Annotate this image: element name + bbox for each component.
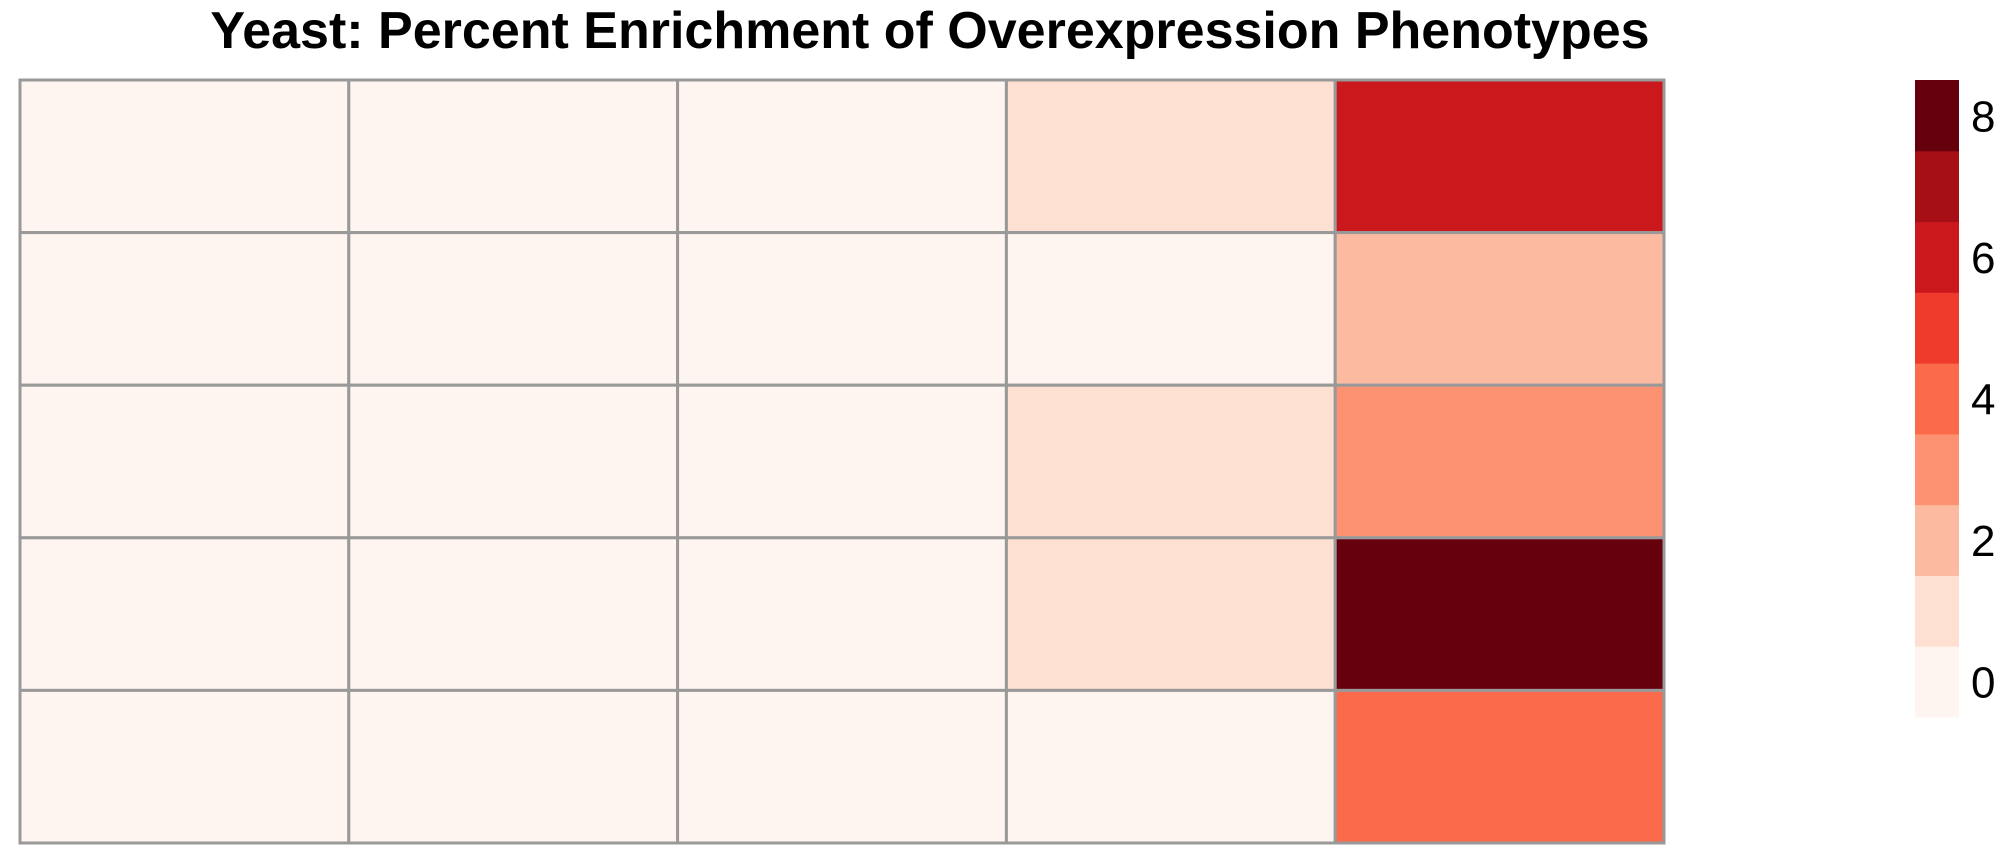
- legend-tick-label: 2: [1971, 517, 1995, 566]
- heatmap-cell-r4-c5: [1333, 536, 1666, 692]
- legend-tick-label: 0: [1971, 659, 1995, 708]
- legend-swatch-6-7: [1915, 221, 1959, 293]
- heatmap-cell-r3-c5: [1333, 383, 1666, 540]
- legend-swatch-4-5: [1915, 363, 1959, 435]
- heatmap-cell-r5-c3: [676, 688, 1008, 845]
- heatmap-cell-r4-c3: [676, 536, 1008, 692]
- legend-swatch-0-1: [1915, 646, 1959, 718]
- heatmap-cell-r1-c1: [18, 78, 351, 235]
- heatmap-cell-r1-c4: [1004, 78, 1337, 235]
- heatmap-cell-r3-c1: [18, 383, 351, 540]
- legend-tick-label: 8: [1971, 92, 1995, 141]
- heatmap-cell-r4-c4: [1004, 536, 1337, 692]
- legend-swatch-3-4: [1915, 433, 1959, 506]
- legend-swatch-5-6: [1915, 292, 1959, 364]
- heatmap-cell-r4-c1: [18, 536, 351, 692]
- heatmap-cell-r2-c3: [676, 231, 1008, 387]
- legend-swatch-8-9: [1915, 80, 1959, 152]
- legend-swatch-2-3: [1915, 504, 1959, 576]
- heatmap-cell-r5-c5: [1333, 688, 1666, 845]
- heatmap-cell-r2-c1: [18, 231, 351, 387]
- legend-tick-label: 6: [1971, 234, 1995, 283]
- heatmap-cell-r5-c4: [1004, 688, 1337, 845]
- heatmap-cell-r3-c2: [347, 383, 680, 540]
- color-legend: 0 2 4 6 8: [1915, 80, 1995, 718]
- heatmap-cells: [18, 78, 1666, 845]
- heatmap-cell-r2-c2: [347, 231, 680, 387]
- heatmap-cell-r2-c4: [1004, 231, 1337, 387]
- heatmap-cell-r2-c5: [1333, 231, 1666, 387]
- legend-swatch-1-2: [1915, 575, 1959, 647]
- heatmap-cell-r1-c3: [676, 78, 1008, 235]
- heatmap-cell-r5-c1: [18, 688, 351, 845]
- legend-tick-label: 4: [1971, 376, 1995, 425]
- heatmap-cell-r4-c2: [347, 536, 680, 692]
- chart-title: Yeast: Percent Enrichment of Overexpress…: [210, 2, 1650, 60]
- heatmap-cell-r1-c5: [1333, 78, 1666, 235]
- heatmap-cell-r1-c2: [347, 78, 680, 235]
- heatmap-cell-r3-c3: [676, 383, 1008, 540]
- heatmap-cell-r3-c4: [1004, 383, 1337, 540]
- legend-swatch-7-8: [1915, 150, 1959, 223]
- heatmap-cell-r5-c2: [347, 688, 680, 845]
